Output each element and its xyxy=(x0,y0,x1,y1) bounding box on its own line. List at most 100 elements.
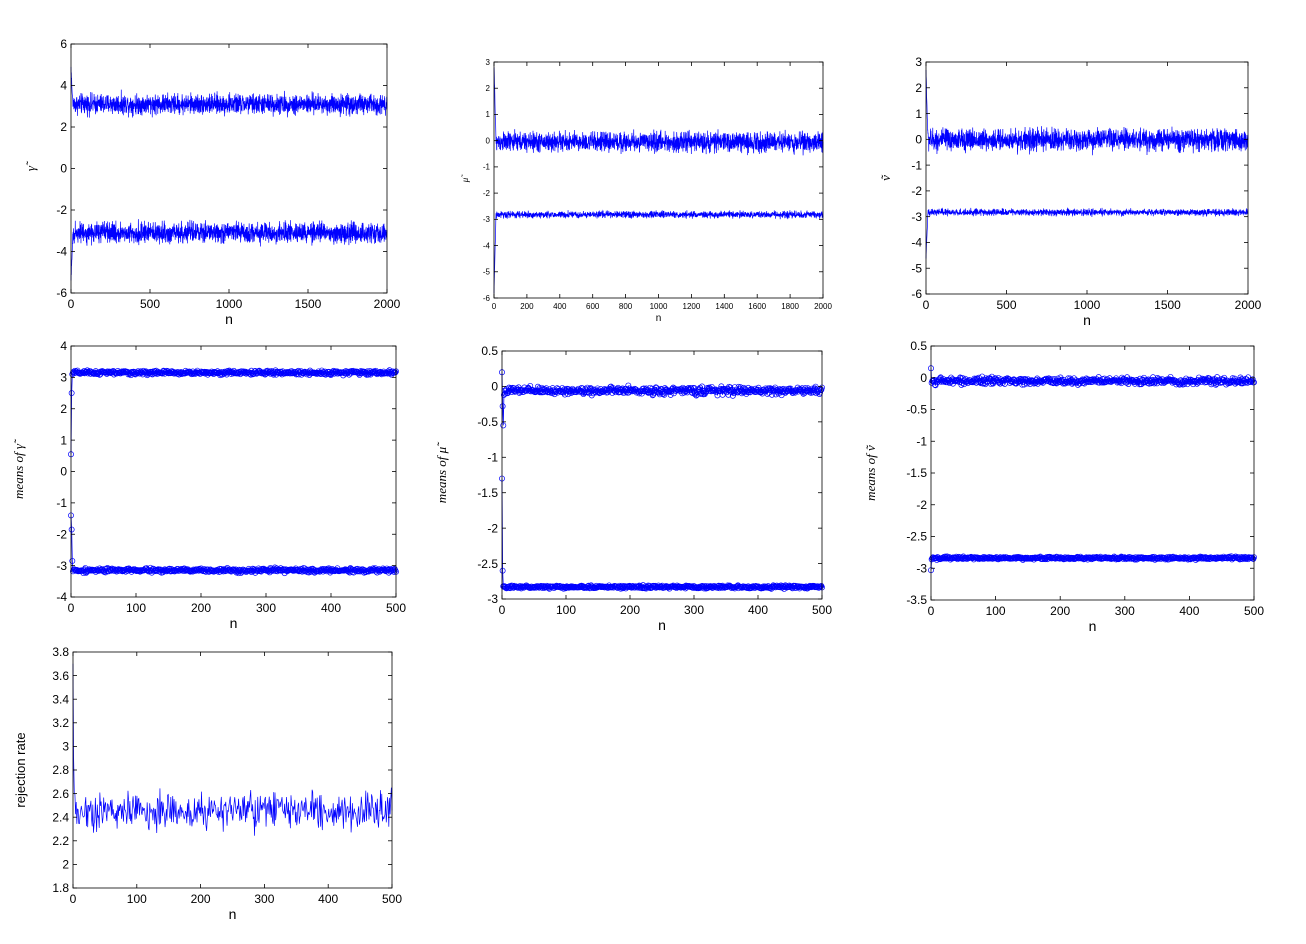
y-axis-label: μ̃ xyxy=(460,174,470,184)
data-point xyxy=(324,568,330,575)
data-point xyxy=(1249,376,1256,383)
data-point xyxy=(71,566,78,573)
y-tick-label: -4 xyxy=(56,245,67,259)
x-axis-label: n xyxy=(1089,618,1097,634)
data-point xyxy=(809,385,816,392)
data-point xyxy=(979,373,986,380)
trace-gamma-panel: 0 500 1000 1500 2000 -6 -4 -2 0 2 4 6 n γ̃ xyxy=(23,37,401,327)
data-point xyxy=(799,385,806,392)
y-tick-label: -1.5 xyxy=(477,486,498,500)
y-tick-label: 6 xyxy=(60,37,67,51)
data-point xyxy=(312,568,319,575)
y-tick-label: 3 xyxy=(60,371,67,385)
y-tick-label: 0 xyxy=(60,162,67,176)
x-tick-label: 400 xyxy=(553,302,567,311)
plot-frame xyxy=(70,43,388,294)
y-tick-label: -2 xyxy=(483,189,491,198)
series-line-2 xyxy=(70,515,397,575)
data-point xyxy=(226,566,233,573)
x-tick-label: 800 xyxy=(619,302,633,311)
x-tick-label: 2000 xyxy=(374,297,401,311)
x-tick-label: 200 xyxy=(191,601,211,615)
data-point xyxy=(817,387,824,394)
y-axis-label: means of μ̃ xyxy=(434,441,449,503)
y-tick-label: 3.6 xyxy=(52,669,69,683)
data-point xyxy=(352,566,358,573)
data-point xyxy=(581,389,588,396)
data-point xyxy=(315,567,322,574)
plot-frame xyxy=(925,61,1249,295)
data-point xyxy=(365,568,371,575)
data-point xyxy=(219,567,226,574)
x-tick-label: 200 xyxy=(520,302,534,311)
y-tick-label: -1 xyxy=(916,434,927,448)
y-tick-label: -1 xyxy=(487,450,498,464)
y-tick-label: -2 xyxy=(911,184,922,198)
y-tick-label: -6 xyxy=(483,294,491,303)
y-tick-label: 0 xyxy=(486,136,491,145)
y-tick-label: -2 xyxy=(56,527,67,541)
data-point xyxy=(817,389,824,396)
x-tick-label: 1000 xyxy=(216,297,243,311)
y-tick-label: 4 xyxy=(60,79,67,93)
x-tick-label: 0 xyxy=(68,601,75,615)
y-tick-label: 2 xyxy=(60,402,67,416)
y-tick-label: 0.5 xyxy=(481,344,498,358)
data-point xyxy=(120,368,127,375)
series-line-2 xyxy=(493,209,824,294)
y-tick-label: -3.5 xyxy=(906,593,927,607)
y-axis-label: means of γ̃ xyxy=(11,438,26,499)
data-point xyxy=(995,556,1002,563)
data-point xyxy=(764,390,771,397)
x-tick-label: 0 xyxy=(70,892,77,906)
data-point xyxy=(579,385,586,392)
data-point xyxy=(189,567,196,574)
y-tick-label: 0.5 xyxy=(910,339,927,353)
data-point xyxy=(1016,554,1022,560)
y-tick-label: -0.5 xyxy=(477,415,498,429)
data-point xyxy=(801,585,808,592)
y-tick-label: -3 xyxy=(487,592,498,606)
y-tick-label: -1 xyxy=(911,158,922,172)
x-tick-label: 400 xyxy=(748,603,768,617)
data-point xyxy=(602,387,609,394)
x-tick-label: 500 xyxy=(140,297,160,311)
data-point xyxy=(939,377,945,384)
y-tick-label: -6 xyxy=(56,286,67,300)
y-tick-label: -1 xyxy=(483,163,491,172)
x-tick-label: 200 xyxy=(191,892,211,906)
data-point xyxy=(1014,555,1021,562)
means-gamma-panel: 0 100 200 300 400 500 -4 -3 -2 -1 0 1 2 3 4 n means of γ… xyxy=(11,339,406,631)
data-point xyxy=(145,568,152,575)
x-tick-label: 1500 xyxy=(295,297,322,311)
data-point xyxy=(597,389,604,396)
x-axis-label: n xyxy=(229,906,237,922)
trace-mu-panel: 0 200 400 600 800 1000 1200 1400 1600 1800 2000 -6 -… xyxy=(460,58,832,324)
y-tick-label: -2 xyxy=(916,498,927,512)
x-tick-label: 300 xyxy=(256,601,276,615)
y-tick-label: -2.5 xyxy=(906,530,927,544)
data-point xyxy=(815,388,822,394)
x-tick-label: 1000 xyxy=(650,302,668,311)
x-tick-label: 500 xyxy=(812,603,832,617)
data-point xyxy=(69,557,76,564)
data-point xyxy=(1126,377,1133,384)
x-tick-label: 1800 xyxy=(781,302,799,311)
data-point xyxy=(68,526,75,533)
data-point xyxy=(625,382,632,389)
data-point xyxy=(959,375,966,381)
y-tick-label: 2 xyxy=(60,120,67,134)
y-tick-label: -3 xyxy=(911,210,922,224)
y-tick-label: 2.4 xyxy=(52,810,69,824)
y-tick-label: 0 xyxy=(491,380,498,394)
y-tick-label: 0 xyxy=(920,371,927,385)
y-axis-label: rejection rate xyxy=(13,732,28,807)
data-point xyxy=(703,388,710,395)
data-point xyxy=(500,422,507,429)
data-point xyxy=(1081,380,1088,387)
y-tick-label: -5 xyxy=(911,261,922,275)
data-point xyxy=(161,567,168,574)
data-point xyxy=(1069,555,1076,562)
x-tick-label: 300 xyxy=(254,892,274,906)
series-line-1 xyxy=(70,66,388,118)
